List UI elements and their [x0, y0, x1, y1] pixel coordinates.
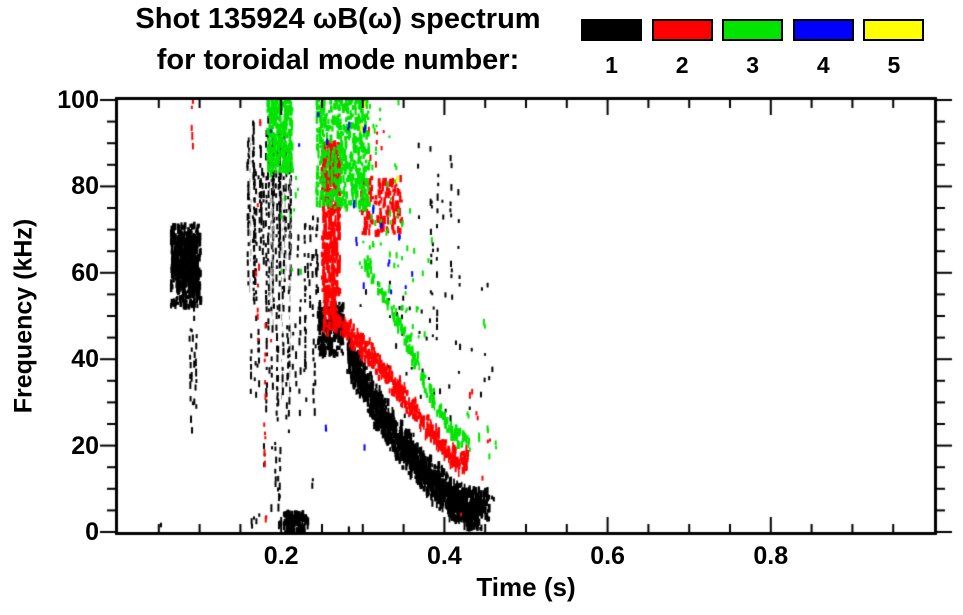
legend-swatch-mode-5	[863, 19, 925, 41]
y-tick-label-40: 40	[71, 345, 99, 374]
legend-swatch-mode-3	[722, 19, 784, 41]
x-tick-label-0.8: 0.8	[753, 542, 789, 570]
y-tick-label-60: 60	[71, 258, 99, 287]
y-tick-label-0: 0	[85, 518, 99, 546]
legend-swatch-mode-4	[792, 19, 854, 41]
legend-label-mode-3: 3	[746, 52, 760, 78]
legend-label-mode-5: 5	[887, 52, 901, 78]
y-axis-label: Frequency (kHz)	[9, 218, 38, 414]
x-tick-label-0.4: 0.4	[427, 542, 462, 570]
legend-swatch-mode-2	[651, 19, 713, 41]
legend-label-mode-4: 4	[816, 52, 830, 78]
y-tick-label-20: 20	[71, 431, 99, 460]
y-tick-label-80: 80	[71, 172, 99, 201]
x-tick-label-0.2: 0.2	[263, 542, 299, 570]
y-tick-label-100: 100	[57, 86, 99, 114]
chart-subtitle: for toroidal mode number:	[156, 44, 520, 76]
x-tick-label-0.6: 0.6	[590, 542, 625, 570]
x-axis-label: Time (s)	[476, 572, 576, 602]
legend-swatch-mode-1	[581, 19, 642, 41]
legend-label-mode-1: 1	[605, 52, 618, 78]
legend-label-mode-2: 2	[675, 52, 689, 78]
chart-title: Shot 135924 ωB(ω) spectrum	[135, 3, 541, 35]
